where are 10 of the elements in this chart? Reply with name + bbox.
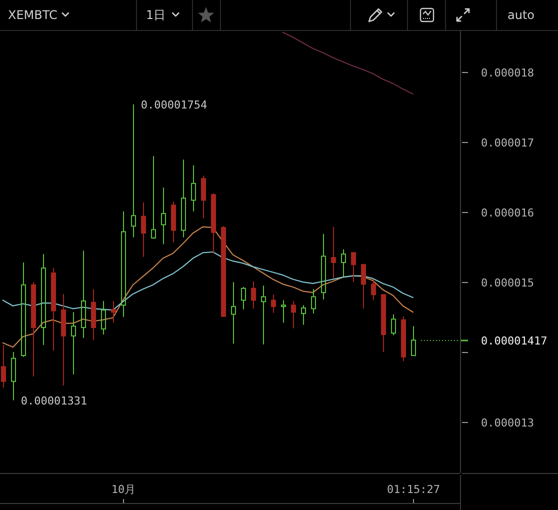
y-tick-label: 0.000016 [481,206,534,220]
y-tick-label: 0.000015 [481,276,534,290]
y-tick-label: 0.000013 [481,416,534,430]
y-tick-label: 0.000017 [481,136,534,150]
annotation: 0.00001754 [140,98,208,112]
annotation: 0.00001331 [20,394,88,408]
chart-title: XEMBTC [8,8,58,22]
y-tick-label: 0.000018 [481,66,534,80]
ref-line-label: 0.00001417 [481,334,548,348]
toolbar: XEMBTC 1日 auto [8,0,534,30]
